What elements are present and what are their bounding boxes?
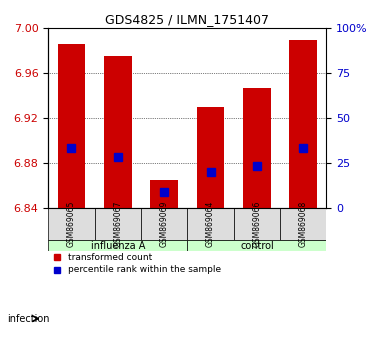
Text: influenza A: influenza A — [91, 241, 145, 251]
FancyBboxPatch shape — [48, 208, 95, 240]
Bar — [104, 56, 132, 208]
FancyBboxPatch shape — [280, 208, 326, 240]
FancyBboxPatch shape — [95, 208, 141, 240]
Text: infection: infection — [7, 314, 50, 324]
Text: GSM869065: GSM869065 — [67, 201, 76, 247]
Text: GSM869066: GSM869066 — [252, 201, 262, 247]
FancyBboxPatch shape — [48, 240, 187, 251]
Text: GSM869064: GSM869064 — [206, 201, 215, 247]
FancyBboxPatch shape — [234, 208, 280, 240]
Text: control: control — [240, 241, 274, 251]
Text: GSM869068: GSM869068 — [299, 201, 308, 247]
Bar — [289, 40, 317, 208]
Title: GDS4825 / ILMN_1751407: GDS4825 / ILMN_1751407 — [105, 13, 269, 26]
Text: transformed count: transformed count — [68, 253, 152, 262]
Bar — [197, 107, 224, 208]
FancyBboxPatch shape — [141, 208, 187, 240]
Text: GSM869069: GSM869069 — [160, 201, 169, 247]
Text: percentile rank within the sample: percentile rank within the sample — [68, 266, 221, 274]
FancyBboxPatch shape — [187, 208, 234, 240]
Bar — [58, 44, 85, 208]
FancyBboxPatch shape — [187, 240, 326, 251]
Bar — [243, 88, 271, 208]
Text: GSM869067: GSM869067 — [113, 201, 122, 247]
Bar — [150, 180, 178, 208]
